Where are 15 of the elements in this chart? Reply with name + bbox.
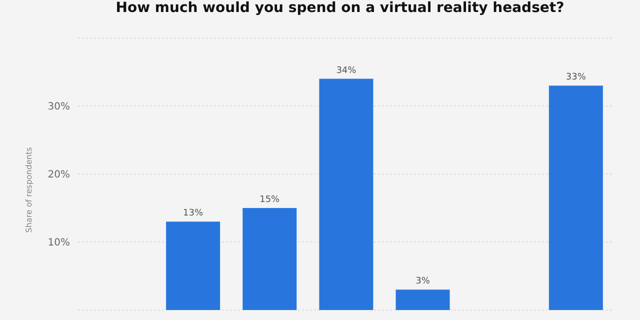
y-axis-title: Share of respondents	[24, 147, 34, 233]
data-label: 3%	[416, 276, 430, 287]
data-label: 15%	[260, 195, 280, 205]
bar	[319, 78, 374, 310]
data-label: 33%	[566, 72, 586, 83]
data-label: 34%	[336, 66, 357, 76]
bar	[396, 290, 450, 310]
data-label: 13%	[183, 208, 204, 219]
bar	[548, 86, 603, 310]
chart-title: How much would you spend on a virtual reality headset?	[114, 0, 566, 16]
bar	[242, 208, 297, 310]
bar	[166, 222, 220, 310]
y-tick-label: 30%	[48, 102, 70, 113]
y-tick-label: 10%	[48, 238, 70, 249]
y-tick-label: 20%	[48, 170, 70, 181]
